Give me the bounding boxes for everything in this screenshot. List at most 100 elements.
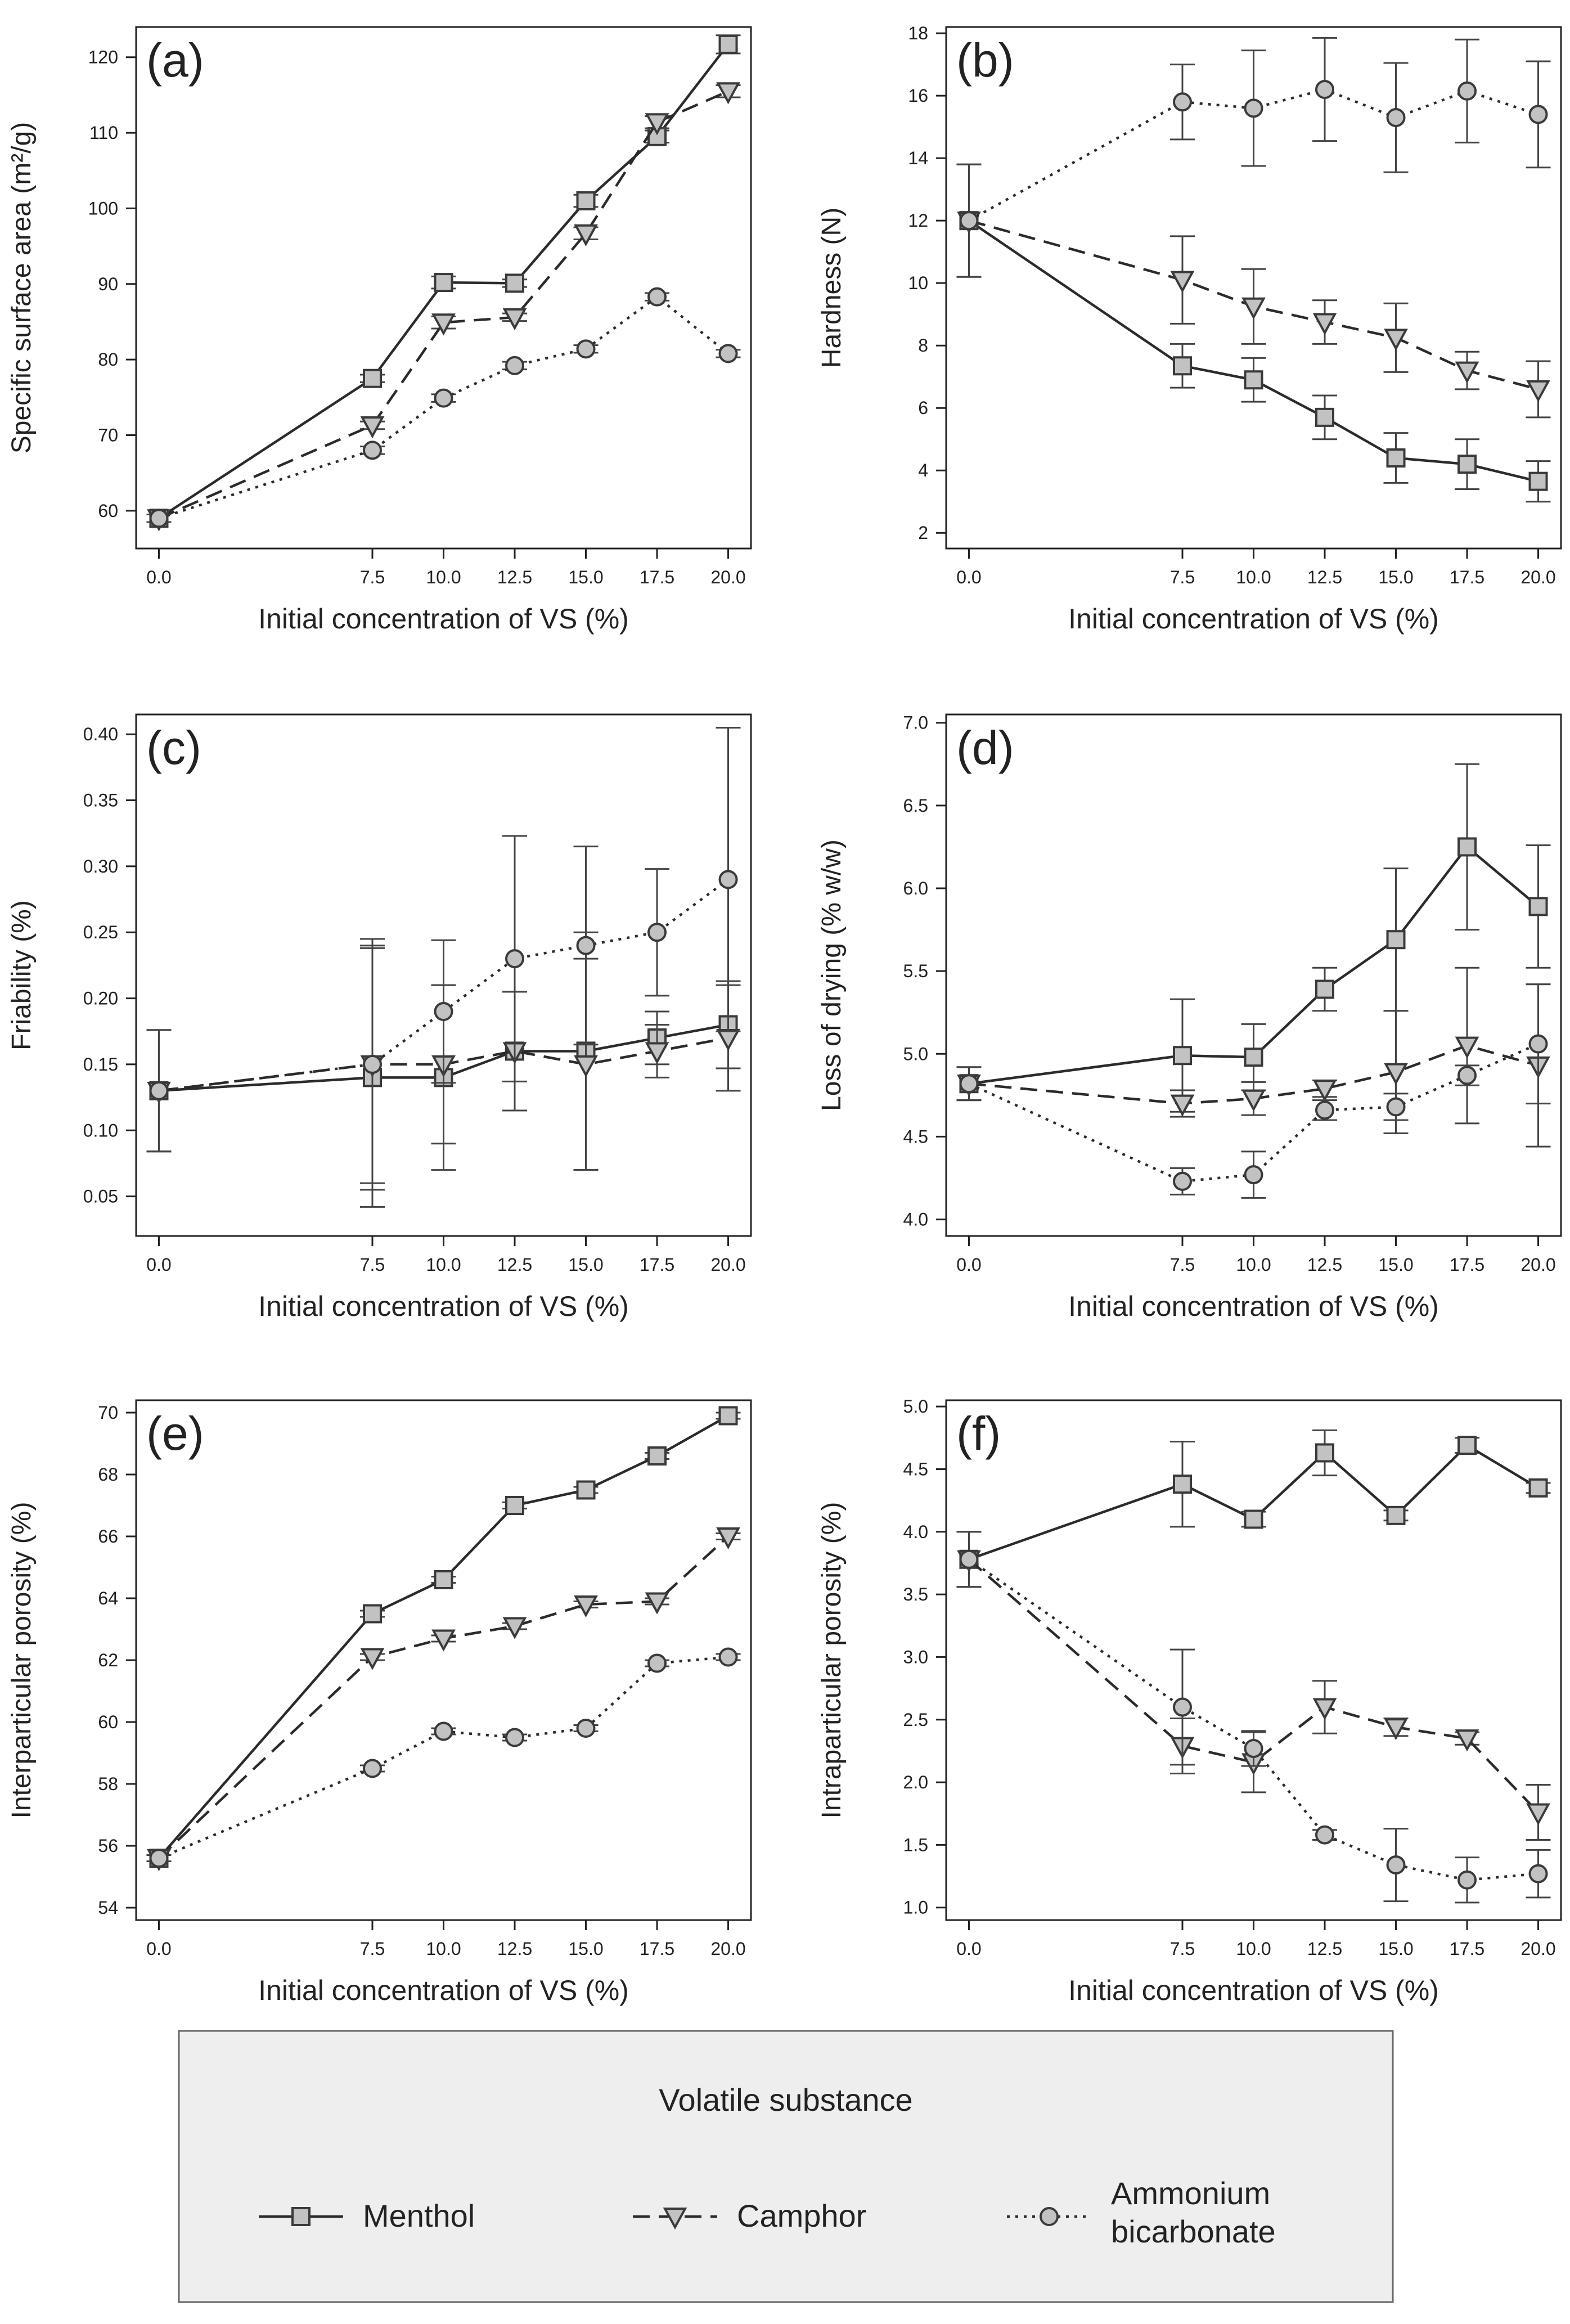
data-point-square	[1457, 1436, 1477, 1455]
y-axis: 0.05 0.10 0.15 0.20 0.25 0.30 0.35 0.40	[83, 724, 136, 1207]
data-point-circle	[1457, 1066, 1477, 1085]
data-point-circle	[434, 1721, 453, 1741]
x-tick-label: 12.5	[1307, 567, 1342, 587]
data-point-triangle-down	[574, 224, 598, 246]
y-tick-label: 18	[908, 23, 928, 43]
chart-panel-c: 0.05 0.10 0.15 0.20 0.25 0.30 0.35 0.40 0.0 7.5 10…	[7, 713, 752, 1322]
y-tick-label: 0.10	[83, 1120, 118, 1140]
y-tick-label: 14	[908, 148, 928, 168]
panel-label: (e)	[146, 1407, 204, 1460]
x-tick-label: 7.5	[360, 567, 385, 587]
y-axis-label: Intraparticular porosity (%)	[817, 1502, 847, 1819]
y-axis-label: Specific surface area (m²/g)	[7, 122, 37, 454]
y-tick-label: 6	[918, 398, 928, 418]
panel-label: (a)	[146, 34, 204, 87]
y-tick-label: 4	[918, 460, 928, 480]
data-point-square	[1528, 471, 1548, 491]
series-camphor	[146, 1527, 741, 1872]
x-axis: 0.0 7.5 10.0 12.5 15.0 17.5 20.0	[146, 1236, 746, 1275]
x-axis: 0.0 7.5 10.0 12.5 15.0 17.5 20.0	[146, 1920, 746, 1959]
data-point-square	[1315, 1443, 1335, 1463]
x-axis-label: Initial concentration of VS (%)	[1068, 1291, 1439, 1322]
data-point-triangle-down	[1455, 1729, 1479, 1752]
panel-label: (b)	[956, 34, 1014, 87]
x-tick-label: 0.0	[956, 1255, 981, 1275]
y-tick-label: 0.20	[83, 988, 118, 1009]
data-point-circle	[1315, 80, 1335, 100]
y-tick-label: 8	[918, 335, 928, 356]
x-tick-label: 0.0	[956, 1939, 981, 1959]
data-point-triangle-down	[502, 1617, 527, 1639]
y-tick-label: 0.30	[83, 856, 118, 876]
data-point-square	[505, 273, 525, 293]
x-tick-label: 12.5	[497, 567, 532, 587]
legend-marker-square	[291, 2207, 311, 2226]
data-point-triangle-down	[716, 82, 740, 105]
data-point-circle	[149, 1081, 169, 1100]
x-tick-label: 17.5	[1450, 1255, 1484, 1275]
data-point-triangle-down	[1312, 1080, 1337, 1102]
x-tick-label: 15.0	[568, 567, 603, 587]
data-point-circle	[647, 287, 667, 307]
data-point-circle	[505, 1728, 525, 1747]
x-tick-label: 17.5	[640, 1939, 674, 1959]
data-point-circle	[1315, 1100, 1335, 1120]
x-axis-label: Initial concentration of VS (%)	[258, 1291, 629, 1322]
data-point-circle	[1528, 105, 1548, 124]
data-point-circle	[362, 1054, 382, 1074]
x-axis: 0.0 7.5 10.0 12.5 15.0 17.5 20.0	[956, 549, 1556, 587]
x-tick-label: 10.0	[1236, 1939, 1271, 1959]
y-tick-label: 70	[98, 1403, 118, 1423]
x-tick-label: 10.0	[426, 1255, 461, 1275]
data-point-square	[718, 1406, 738, 1426]
data-point-square	[505, 1496, 525, 1515]
data-point-square	[718, 34, 738, 54]
x-tick-label: 0.0	[146, 567, 171, 587]
y-tick-label: 10	[908, 273, 928, 293]
y-tick-label: 0.25	[83, 922, 118, 942]
y-tick-label: 90	[98, 274, 118, 294]
x-tick-label: 7.5	[360, 1939, 385, 1959]
legend-label: Ammonium	[1111, 2175, 1270, 2211]
data-point-circle	[149, 509, 169, 528]
series-menthol	[146, 1406, 741, 1868]
y-tick-label: 0.05	[83, 1186, 118, 1207]
y-tick-label: 1.5	[903, 1835, 928, 1855]
series-ammonium-bicarbonate	[956, 37, 1551, 278]
data-point-triangle-down	[1312, 313, 1337, 335]
data-point-triangle-down	[502, 308, 527, 331]
data-point-circle	[505, 949, 525, 969]
y-axis: 54 56 58 60 62 64 66 68 70	[98, 1403, 136, 1918]
x-tick-label: 17.5	[640, 1255, 674, 1275]
x-axis-label: Initial concentration of VS (%)	[1068, 1975, 1439, 2006]
y-tick-label: 66	[98, 1526, 118, 1547]
y-axis-label: Hardness (N)	[817, 208, 847, 368]
x-axis-label: Initial concentration of VS (%)	[258, 603, 629, 635]
panel-label: (d)	[956, 721, 1014, 774]
y-tick-label: 4.0	[903, 1210, 928, 1230]
y-tick-label: 0.35	[83, 790, 118, 811]
x-tick-label: 0.0	[146, 1939, 171, 1959]
data-point-square	[1386, 448, 1406, 468]
data-point-circle	[1528, 1034, 1548, 1054]
y-tick-label: 58	[98, 1774, 118, 1794]
data-point-square	[647, 1446, 667, 1466]
data-point-triangle-down	[360, 416, 385, 439]
y-tick-label: 110	[89, 123, 118, 143]
x-tick-label: 20.0	[710, 1939, 745, 1959]
x-tick-label: 10.0	[426, 1939, 461, 1959]
data-point-triangle-down	[1312, 1698, 1337, 1720]
x-axis: 0.0 7.5 10.0 12.5 15.0 17.5 20.0	[956, 1920, 1556, 1959]
y-tick-label: 2.0	[903, 1772, 928, 1792]
data-point-circle	[718, 1647, 738, 1667]
data-point-square	[434, 273, 453, 293]
data-point-triangle-down	[645, 1592, 669, 1615]
y-tick-label: 60	[98, 1712, 118, 1732]
y-tick-label: 68	[98, 1464, 118, 1485]
data-point-square	[434, 1570, 453, 1589]
y-tick-label: 3.0	[903, 1647, 928, 1667]
y-axis-label: Friability (%)	[7, 900, 37, 1050]
legend-marker-triangle-down	[663, 2208, 687, 2230]
